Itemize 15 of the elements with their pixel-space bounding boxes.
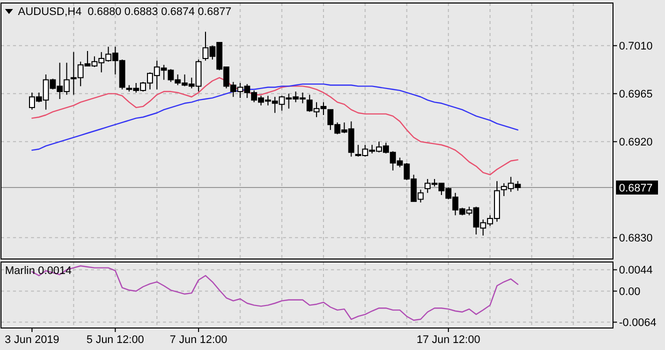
line-series [31, 77, 518, 176]
ref-line-label: 0.6877 [619, 182, 653, 194]
x-tick-label: 7 Jun 12:00 [170, 334, 228, 346]
chart-title: AUDUSD,H4 0.6880 0.6883 0.6874 0.6877 [18, 6, 232, 18]
y-tick-label: 0.0044 [619, 264, 653, 277]
y-tick-label: 0.6920 [619, 136, 653, 149]
x-tick-label: 5 Jun 12:00 [86, 334, 144, 346]
y-tick-label: 0.6965 [619, 88, 653, 101]
x-tick-label: 3 Jun 2019 [4, 334, 60, 346]
y-tick-label: 0.00 [619, 286, 640, 298]
line-series [31, 83, 518, 151]
y-tick-label: 0.6830 [619, 232, 653, 245]
y-tick-label: 0.7010 [619, 40, 653, 53]
x-tick-label: 17 Jun 12:00 [416, 334, 480, 346]
y-tick-label: -0.0064 [619, 317, 656, 330]
